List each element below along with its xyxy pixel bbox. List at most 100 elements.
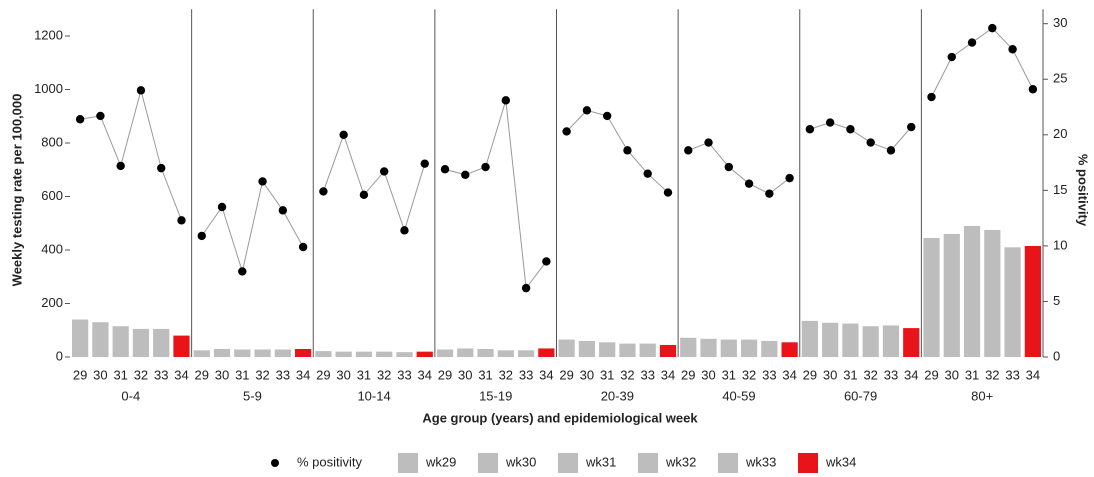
positivity-point — [501, 96, 511, 105]
positivity-point — [704, 138, 713, 147]
x-tick-label: 33 — [762, 367, 776, 382]
positivity-point — [684, 146, 693, 155]
x-tick-label: 31 — [235, 367, 249, 382]
bar — [882, 325, 900, 357]
x-tick-label: 31 — [722, 367, 736, 382]
x-tick-label: 32 — [377, 367, 391, 382]
bar — [416, 351, 433, 357]
x-tick-label: 31 — [357, 367, 371, 382]
x-tick-label: 29 — [195, 367, 209, 382]
legend-swatch — [398, 453, 418, 473]
legend-label: wk32 — [665, 454, 696, 469]
positivity-point — [461, 170, 470, 179]
bar — [943, 233, 960, 357]
x-tick-label: 29 — [681, 367, 695, 382]
positivity-point — [359, 190, 369, 199]
bar — [457, 348, 474, 357]
positivity-point — [967, 38, 977, 47]
bar — [92, 322, 109, 357]
positivity-point — [339, 130, 348, 139]
positivity-point — [886, 146, 896, 155]
x-tick-label: 33 — [397, 367, 411, 382]
y-tick-label: 400 — [41, 241, 63, 256]
positivity-point — [75, 115, 85, 124]
y-tick-label: 800 — [41, 134, 63, 149]
positivity-point — [278, 206, 288, 215]
x-tick-label: 30 — [336, 367, 350, 382]
positivity-point — [481, 162, 490, 172]
bar — [963, 225, 981, 357]
x-tick-label: 29 — [316, 367, 330, 382]
positivity-point — [744, 179, 754, 188]
x-tick-label: 29 — [438, 367, 452, 382]
bar — [517, 350, 535, 357]
x-tick-label: 33 — [884, 367, 898, 382]
bar — [842, 323, 859, 357]
bar — [497, 350, 514, 357]
x-tick-label: 30 — [215, 367, 229, 382]
bar — [599, 342, 616, 357]
y2-tick-label: 15 — [1053, 182, 1067, 197]
positivity-point — [805, 125, 815, 134]
positivity-point — [1008, 45, 1017, 54]
group-label: 20-39 — [601, 388, 634, 403]
bar — [234, 349, 251, 357]
x-tick-label: 31 — [965, 367, 979, 382]
x-tick-label: 30 — [458, 367, 472, 382]
positivity-line — [322, 133, 426, 232]
positivity-point — [907, 122, 916, 132]
x-tick-label: 34 — [296, 367, 310, 382]
y-tick-label: 600 — [41, 188, 63, 203]
legend-label: % positivity — [297, 454, 363, 469]
bar — [153, 328, 170, 357]
positivity-point — [521, 283, 531, 293]
legend-swatch — [558, 453, 578, 473]
bar — [761, 340, 778, 357]
bar — [781, 342, 798, 357]
positivity-line — [566, 109, 669, 193]
x-tick-label: 32 — [863, 367, 877, 382]
x-tick-label: 33 — [1005, 367, 1019, 382]
y-tick-label: 1000 — [34, 81, 63, 96]
bar — [477, 348, 494, 357]
bar — [700, 338, 717, 357]
positivity-point — [724, 162, 734, 172]
bar — [1004, 247, 1021, 357]
positivity-point — [663, 188, 673, 197]
positivity-point — [785, 173, 794, 183]
bar — [639, 343, 656, 357]
x-tick-label: 31 — [843, 367, 857, 382]
y2-tick-label: 10 — [1053, 237, 1067, 252]
positivity-point — [1028, 85, 1038, 94]
positivity-point — [420, 159, 429, 168]
positivity-point — [562, 127, 571, 136]
legend-label: wk31 — [585, 454, 616, 469]
x-tick-label: 29 — [924, 367, 938, 382]
bar — [213, 348, 231, 357]
bar — [659, 344, 677, 357]
bar — [538, 348, 555, 357]
positivity-point — [643, 169, 652, 178]
bar — [923, 237, 940, 357]
bar — [436, 349, 454, 357]
bar — [396, 352, 413, 357]
group-label: 15-19 — [479, 388, 512, 403]
legend-swatch — [638, 453, 658, 473]
bar — [984, 229, 1001, 357]
bar — [903, 328, 920, 357]
bar — [578, 340, 596, 357]
y2-tick-label: 0 — [1053, 348, 1060, 363]
x-tick-label: 30 — [701, 367, 715, 382]
x-tick-label: 29 — [559, 367, 573, 382]
bar — [173, 335, 190, 357]
positivity-point — [319, 187, 328, 196]
bar — [801, 320, 818, 357]
positivity-line — [809, 122, 912, 151]
y-tick-label: 200 — [41, 295, 63, 310]
positivity-line — [688, 141, 790, 195]
x-tick-label: 30 — [93, 367, 107, 382]
positivity-point — [602, 111, 612, 121]
group-label: 80+ — [971, 388, 993, 403]
positivity-point — [825, 118, 835, 127]
x-tick-label: 30 — [823, 367, 837, 382]
